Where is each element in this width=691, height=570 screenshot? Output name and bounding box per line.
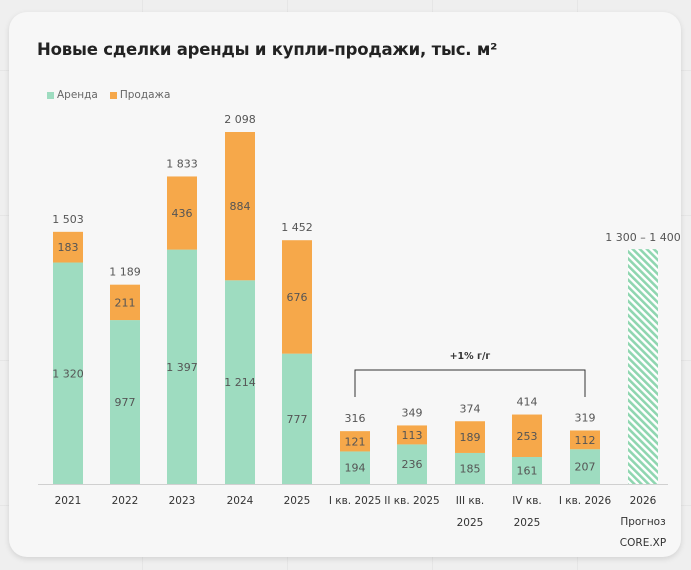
data-label-sale: 253 [517, 430, 538, 443]
x-tick-label: Прогноз [620, 516, 665, 528]
data-label-total: 1 452 [281, 221, 313, 234]
data-label-total: 414 [517, 396, 538, 409]
annotation-label: +1% г/г [450, 351, 491, 362]
bar-rent [53, 262, 83, 484]
bar-rent [397, 444, 427, 484]
x-tick-label: 2023 [169, 495, 196, 507]
data-label-sale: 676 [287, 291, 308, 304]
x-tick-label: 2025 [457, 517, 484, 529]
data-label-sale: 121 [345, 435, 366, 448]
bar-sale [512, 414, 542, 457]
bar-rent [167, 249, 197, 484]
bar-sale [570, 430, 600, 450]
bar-sale [225, 132, 255, 281]
bar-rent [110, 320, 140, 484]
bar-sale [397, 425, 427, 445]
chart-title: Новые сделки аренды и купли-продажи, тыс… [37, 40, 498, 59]
x-tick-label: CORE.XP [620, 537, 666, 549]
data-label-total: 316 [345, 412, 366, 425]
data-label-sale: 436 [172, 207, 193, 220]
data-label-sale: 211 [115, 296, 136, 309]
bar-sale [340, 431, 370, 452]
x-tick-label: 2026 [630, 495, 657, 507]
data-label-sale: 112 [575, 434, 596, 447]
data-label-sale: 884 [230, 200, 251, 213]
data-label-rent: 1 214 [224, 376, 256, 389]
data-label-rent: 236 [402, 458, 423, 471]
forecast-value-label: 1 300 – 1 400 [605, 231, 680, 244]
bar-sale [53, 231, 83, 263]
bar-rent [340, 451, 370, 484]
x-tick-label: 2021 [55, 495, 82, 507]
legend-label-sale: Продажа [119, 89, 171, 101]
data-label-sale: 113 [402, 429, 423, 442]
data-label-rent: 977 [115, 396, 136, 409]
data-label-rent: 185 [460, 462, 481, 475]
x-tick-label: I кв. 2025 [329, 495, 381, 507]
data-label-total: 1 189 [109, 266, 141, 279]
legend-item-sale: Продажа [109, 89, 171, 101]
bar-rent [570, 449, 600, 484]
data-label-rent: 194 [345, 462, 366, 475]
legend-swatch-sale [109, 91, 117, 99]
data-label-sale: 183 [58, 241, 79, 254]
bar-sale [455, 421, 485, 453]
legend-swatch-rent [47, 91, 54, 99]
x-tick-label: 2022 [112, 495, 139, 507]
data-label-rent: 1 320 [52, 367, 84, 380]
x-tick-label: 2024 [227, 495, 254, 507]
data-label-total: 1 833 [166, 157, 198, 170]
bar-rent [225, 280, 255, 484]
data-label-rent: 161 [517, 464, 538, 477]
bar-sale [282, 240, 312, 354]
x-tick-label: III кв. [456, 495, 485, 507]
x-tick-label: II кв. 2025 [384, 495, 439, 507]
data-label-total: 319 [575, 411, 596, 424]
x-tick-label: 2025 [284, 495, 311, 507]
data-label-rent: 1 397 [166, 361, 198, 374]
bar-rent [455, 452, 485, 484]
x-tick-label: 2025 [514, 517, 541, 529]
legend-label-rent: Аренда [57, 89, 98, 101]
data-label-rent: 777 [287, 413, 308, 426]
data-label-rent: 207 [575, 461, 596, 474]
bar-rent [282, 353, 312, 484]
bar-sale [167, 176, 197, 250]
legend-item-rent: Аренда [47, 89, 98, 101]
data-label-total: 374 [460, 402, 481, 415]
bar-sale [110, 284, 140, 321]
legend: Аренда Продажа [47, 89, 170, 101]
annotation-bracket [354, 369, 586, 397]
x-tick-label: IV кв. [512, 495, 542, 507]
forecast-bar [628, 249, 658, 484]
bar-rent [512, 456, 542, 484]
x-tick-label: I кв. 2026 [559, 495, 612, 507]
data-label-total: 349 [402, 406, 423, 419]
data-label-total: 1 503 [52, 213, 84, 226]
data-label-total: 2 098 [224, 113, 256, 126]
data-label-sale: 189 [460, 431, 481, 444]
